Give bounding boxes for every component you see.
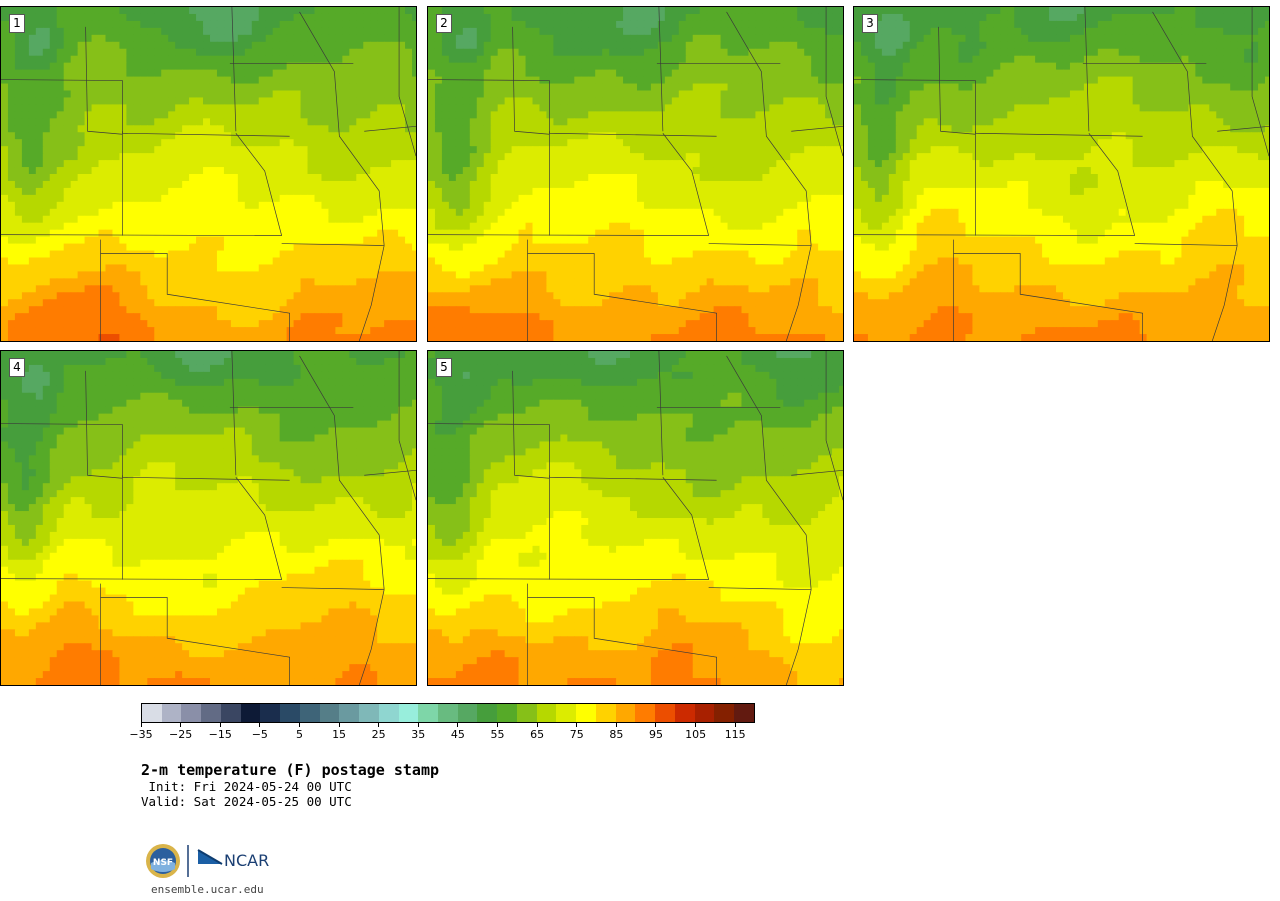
colorbar-tick: [497, 723, 499, 727]
colorbar-tick: [615, 723, 617, 727]
colorbar-tick-label: 105: [685, 728, 707, 741]
colorbar-tick-label: 15: [332, 728, 347, 741]
nsf-ncar-logo: NSF NCAR: [146, 844, 269, 878]
valid-time: Valid: Sat 2024-05-25 00 UTC: [141, 794, 352, 809]
colorbar-swatch: [359, 704, 379, 722]
website-url: ensemble.ucar.edu: [151, 883, 264, 896]
state-borders: [854, 7, 1269, 341]
colorbar-swatch: [398, 704, 419, 722]
colorbar-swatch: [674, 704, 695, 722]
colorbar-swatch: [142, 704, 162, 722]
colorbar-tick: [259, 723, 261, 727]
colorbar-swatch: [339, 704, 360, 722]
colorbar-tick-label: 75: [569, 728, 584, 741]
colorbar-tick-label: 95: [648, 728, 663, 741]
stamp-panel-4: 4: [0, 350, 417, 686]
colorbar-tick-label: 115: [724, 728, 746, 741]
colorbar-tick: [536, 723, 538, 727]
colorbar-tick-label: −25: [169, 728, 193, 741]
ncar-logo-icon: NCAR: [197, 849, 269, 870]
colorbar-swatch: [694, 704, 715, 722]
colorbar-swatch: [418, 704, 439, 722]
colorbar-tick: [576, 723, 578, 727]
nsf-seal-icon: NSF: [146, 844, 180, 878]
colorbar-swatch: [615, 704, 636, 722]
stamp-panel-3: 3: [853, 6, 1270, 342]
colorbar-swatch: [516, 704, 537, 722]
colorbar-tick: [378, 723, 380, 727]
temperature-colorbar: [141, 703, 755, 723]
colorbar-swatch: [595, 704, 616, 722]
init-time: Init: Fri 2024-05-24 00 UTC: [141, 779, 352, 794]
plot-title: 2-m temperature (F) postage stamp: [141, 761, 440, 779]
state-borders: [1, 7, 416, 341]
colorbar-swatch: [240, 704, 261, 722]
colorbar-swatch: [181, 704, 202, 722]
temperature-field: [428, 351, 843, 685]
colorbar-swatch: [161, 704, 182, 722]
state-borders: [1, 351, 416, 685]
colorbar-swatch: [378, 704, 399, 722]
colorbar-tick-label: −5: [251, 728, 268, 741]
colorbar-tick: [695, 723, 697, 727]
state-borders: [428, 351, 843, 685]
colorbar-swatch: [576, 704, 596, 722]
temperature-field: [1, 351, 416, 685]
temperature-field: [428, 7, 843, 341]
colorbar-tick-label: 65: [530, 728, 545, 741]
colorbar-tick: [338, 723, 340, 727]
colorbar-swatch: [556, 704, 577, 722]
member-label: 3: [862, 14, 878, 33]
colorbar-swatch: [655, 704, 675, 722]
colorbar-tick: [180, 723, 182, 727]
colorbar-tick: [219, 723, 221, 727]
colorbar-swatch: [280, 704, 300, 722]
colorbar-tick-label: 35: [411, 728, 426, 741]
colorbar-swatch: [457, 704, 478, 722]
colorbar-swatch: [260, 704, 281, 722]
state-borders: [428, 7, 843, 341]
colorbar-tick: [734, 723, 736, 727]
colorbar-tick: [655, 723, 657, 727]
colorbar-tick-label: −15: [208, 728, 232, 741]
colorbar-swatch: [714, 704, 735, 722]
colorbar-swatch: [477, 704, 498, 722]
colorbar-swatch: [201, 704, 221, 722]
member-label: 5: [436, 358, 452, 377]
stamp-panel-1: 1: [0, 6, 417, 342]
colorbar-swatch: [536, 704, 557, 722]
colorbar-tick-label: −35: [129, 728, 153, 741]
temperature-field: [854, 7, 1269, 341]
colorbar-swatch: [497, 704, 517, 722]
temperature-field: [1, 7, 416, 341]
colorbar-ticks: −35 −25 −15 −5 5 15 25 35 45 55 65 75 85 95 105 115: [129, 723, 755, 743]
member-label: 4: [9, 358, 25, 377]
colorbar-tick-label: 25: [371, 728, 386, 741]
colorbar-tick-label: 5: [295, 728, 303, 741]
member-label: 2: [436, 14, 452, 33]
colorbar-swatch: [734, 704, 754, 722]
stamp-panel-5: 5: [427, 350, 844, 686]
colorbar-swatch: [438, 704, 458, 722]
colorbar-tick-label: 45: [450, 728, 465, 741]
colorbar-tick: [457, 723, 459, 727]
colorbar-swatch: [319, 704, 340, 722]
colorbar-swatch: [299, 704, 320, 722]
colorbar-tick: [298, 723, 300, 727]
colorbar-tick: [417, 723, 419, 727]
member-label: 1: [9, 14, 25, 33]
colorbar-swatch: [635, 704, 656, 722]
colorbar-tick-label: 85: [609, 728, 624, 741]
colorbar-tick: [140, 723, 142, 727]
colorbar-swatch: [220, 704, 241, 722]
stamp-panel-2: 2: [427, 6, 844, 342]
colorbar-tick-label: 55: [490, 728, 505, 741]
